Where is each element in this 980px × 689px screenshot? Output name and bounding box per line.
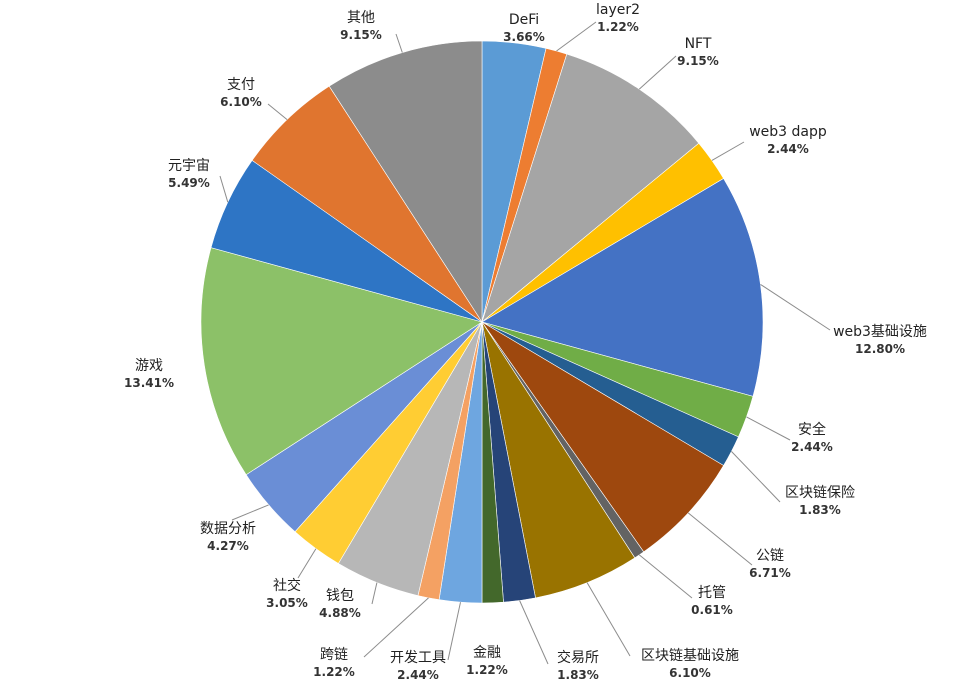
leader-line	[395, 33, 403, 53]
slice-label: DeFi	[509, 12, 539, 28]
leader-line	[519, 600, 549, 665]
slice-value-label: 9.15%	[677, 54, 719, 68]
leader-line	[447, 602, 461, 661]
leader-line	[687, 512, 753, 566]
leader-line	[363, 597, 429, 658]
pie-slice	[481, 321, 724, 553]
slice-label: 跨链	[320, 647, 348, 663]
slice-value-label: 1.22%	[313, 665, 355, 679]
pie-slice	[200, 247, 483, 476]
slice-label: 数据分析	[200, 521, 256, 537]
slice-label: web3 dapp	[749, 124, 827, 140]
pie-slices	[200, 40, 764, 604]
slice-label: NFT	[685, 36, 712, 52]
slice-label: 游戏	[135, 358, 163, 374]
leader-line	[711, 141, 745, 161]
slice-value-label: 0.61%	[691, 603, 733, 617]
pie-slice	[328, 40, 483, 324]
slice-label: 支付	[227, 77, 255, 93]
slice-value-label: 5.49%	[168, 176, 210, 190]
leader-line	[371, 582, 378, 605]
slice-value-label: 1.22%	[597, 20, 639, 34]
slice-value-label: 1.83%	[557, 668, 599, 682]
slice-value-label: 4.27%	[207, 539, 249, 553]
data-labels: DeFi 3.66% layer2 1.22% NFT 9.15% web3 dapp 2.4…	[124, 2, 927, 682]
leader-lines	[219, 21, 831, 665]
slice-label: 金融	[473, 645, 501, 661]
slice-value-label: 4.88%	[319, 606, 361, 620]
slice-value-label: 2.44%	[791, 440, 833, 454]
slice-value-label: 6.71%	[749, 566, 791, 580]
slice-value-label: 1.83%	[799, 503, 841, 517]
leader-line	[746, 416, 791, 441]
slice-label: web3基础设施	[833, 323, 927, 340]
slice-label: 钱包	[326, 588, 354, 604]
slice-value-label: 6.10%	[220, 95, 262, 109]
slice-label: layer2	[596, 2, 640, 18]
leader-line	[638, 554, 693, 599]
slice-label: 公链	[756, 548, 784, 564]
leader-line	[586, 582, 631, 657]
slice-label: 社交	[273, 577, 301, 594]
slice-value-label: 13.41%	[124, 376, 174, 390]
slice-value-label: 3.05%	[266, 596, 308, 610]
slice-value-label: 12.80%	[855, 342, 905, 356]
leader-line	[731, 451, 781, 503]
slice-label: 元宇宙	[168, 158, 210, 174]
leader-line	[219, 175, 229, 203]
leader-line	[297, 548, 317, 579]
slice-value-label: 1.22%	[466, 663, 508, 677]
slice-value-label: 9.15%	[340, 28, 382, 42]
leader-line	[638, 55, 677, 90]
slice-label: 交易所	[557, 649, 599, 666]
slice-value-label: 6.10%	[669, 666, 711, 680]
pie-slice	[481, 53, 700, 323]
slice-value-label: 2.44%	[397, 668, 439, 682]
slice-label: 安全	[798, 421, 826, 438]
slice-label: 区块链保险	[785, 485, 855, 501]
slice-label: 托管	[698, 585, 726, 601]
slice-value-label: 2.44%	[767, 142, 809, 156]
slice-label: 区块链基础设施	[641, 647, 739, 664]
leader-line	[231, 504, 269, 521]
leader-line	[556, 21, 597, 52]
slice-label: 其他	[347, 10, 375, 26]
pie-slice	[481, 178, 764, 397]
slice-label: 开发工具	[390, 650, 446, 666]
leader-line	[760, 283, 831, 331]
slice-value-label: 3.66%	[503, 30, 545, 44]
leader-line	[267, 103, 288, 120]
